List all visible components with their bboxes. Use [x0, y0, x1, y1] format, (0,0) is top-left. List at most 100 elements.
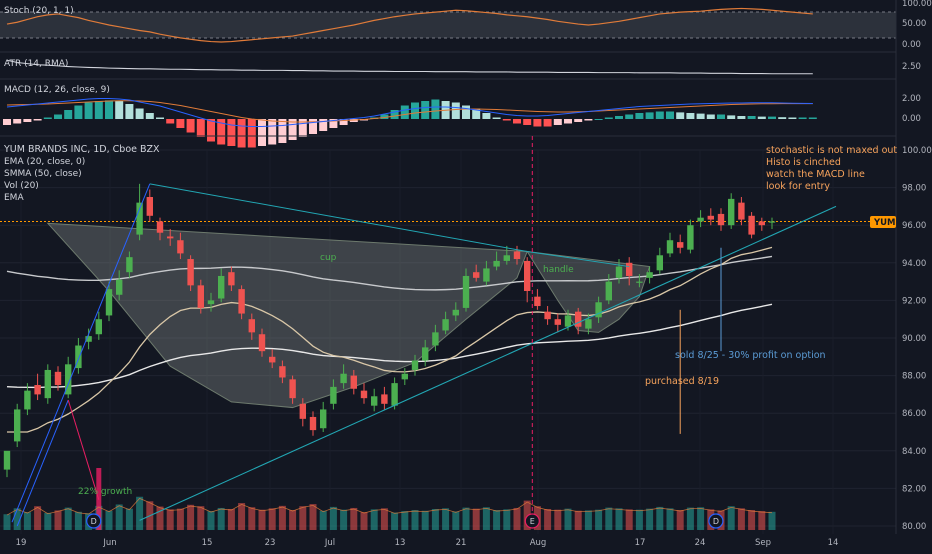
volume-bar	[166, 509, 174, 530]
volume-bar	[635, 509, 643, 530]
volume-bar	[360, 512, 368, 530]
atr-label: ATR (14, RMA)	[4, 59, 68, 69]
volume-bar	[299, 506, 307, 530]
volume-bar	[411, 510, 419, 530]
candle-body	[320, 409, 327, 429]
candle-body	[513, 251, 521, 260]
candle-body	[748, 215, 755, 235]
time-tick-label: Aug	[530, 538, 547, 548]
legend-vol20: Vol (20)	[4, 181, 39, 191]
volume-bar	[584, 510, 592, 530]
volume-ma-line	[6, 497, 773, 516]
price-axis[interactable]: 100.00 98.00 96.00 94.00 92.00 90.00 88.00 86.0…	[902, 0, 932, 532]
growth-annotation: 22% growth	[78, 487, 132, 497]
candle-body	[462, 275, 470, 308]
price-grid	[0, 149, 896, 534]
volume-bar	[431, 509, 439, 530]
volume-bars	[3, 468, 776, 530]
macd-histogram-bar	[380, 114, 389, 119]
indicator-tick-label: 2.00	[902, 94, 921, 104]
price-tick-label: 84.00	[902, 447, 926, 457]
macd-histogram-bar	[115, 101, 124, 119]
price-axis-bg	[896, 0, 932, 550]
volume-bar	[115, 504, 123, 530]
candle-body	[656, 255, 663, 271]
price-tick-label: 96.00	[902, 221, 926, 231]
macd-histogram-bar	[94, 101, 103, 119]
volume-bar	[34, 506, 42, 530]
candle-body	[24, 390, 31, 410]
macd-histogram	[3, 99, 817, 148]
volume-bar	[391, 512, 399, 530]
macd-histogram-bar	[33, 119, 42, 121]
candle-body	[136, 202, 143, 235]
candle-body	[371, 396, 378, 406]
macd-histogram-bar	[176, 119, 185, 128]
candle-body	[401, 373, 408, 380]
candle-body	[666, 240, 674, 254]
volume-bar	[523, 500, 531, 530]
time-tick-label: Jun	[102, 538, 116, 548]
indicator-tick-label: 100.00	[902, 0, 932, 9]
macd-histogram-bar	[625, 114, 634, 119]
candle-body	[105, 289, 113, 316]
candle-body	[717, 213, 725, 226]
symbol-title: YUM BRANDS INC, 1D, Cboe BZX	[3, 144, 160, 155]
macd-histogram-bar	[105, 100, 113, 119]
macd-histogram-bar	[808, 117, 817, 119]
macd-histogram-bar	[145, 113, 154, 119]
volume-bar	[289, 510, 297, 530]
resistance-trendline	[149, 183, 528, 253]
candle-body	[350, 375, 357, 389]
volume-bar	[574, 510, 582, 530]
volume-bar	[197, 506, 205, 530]
price-tick-label: 80.00	[902, 522, 926, 532]
candlesticks	[3, 183, 776, 478]
atr-pane: ATR (14, RMA)	[4, 59, 813, 75]
atr-line	[6, 59, 813, 75]
volume-bar	[513, 507, 521, 530]
volume-bar	[248, 507, 256, 530]
stoch-label: Stoch (20, 1, 1)	[4, 6, 74, 16]
volume-bar	[676, 510, 684, 530]
candle-body	[422, 347, 429, 361]
macd-histogram-bar	[768, 116, 776, 119]
time-tick-label: 19	[16, 538, 27, 548]
event-badge	[524, 513, 540, 529]
candle-body	[146, 197, 153, 216]
candle-body	[330, 386, 337, 404]
macd-histogram-bar	[247, 119, 256, 148]
macd-histogram-bar	[604, 117, 613, 119]
candle-body	[452, 309, 459, 316]
candle-body	[269, 356, 276, 363]
stoch-k-line	[6, 7, 813, 43]
volume-bar	[207, 511, 215, 530]
event-badge	[708, 513, 724, 529]
candle-body	[299, 403, 306, 419]
indicator-tick-label: 0.00	[902, 40, 921, 50]
candle-body	[626, 262, 633, 276]
volume-bar	[758, 511, 766, 530]
macd-histogram-bar	[74, 105, 83, 119]
volume-bar	[605, 507, 613, 530]
macd-histogram-bar	[64, 110, 73, 119]
price-tick-label: 88.00	[902, 372, 926, 382]
time-tick-label: 13	[395, 538, 406, 548]
volume-bar	[258, 509, 266, 530]
indicator-tick-label: 0.00	[902, 114, 921, 124]
smma50-line	[6, 255, 773, 291]
volume-bar	[217, 507, 225, 530]
macd-histogram-bar	[553, 119, 562, 125]
macd-histogram-bar	[472, 108, 481, 119]
price-tick-label: 90.00	[902, 334, 926, 344]
cup-label: cup	[320, 253, 337, 263]
candle-body	[360, 390, 368, 399]
price-tag-box	[870, 216, 896, 228]
volume-bar	[595, 509, 603, 530]
time-axis[interactable]: 19 Jun 15 23 Jul 13 21 Aug 17 24 Sep 14	[16, 538, 839, 548]
macd-histogram-bar	[3, 119, 11, 125]
volume-bar	[380, 508, 388, 530]
